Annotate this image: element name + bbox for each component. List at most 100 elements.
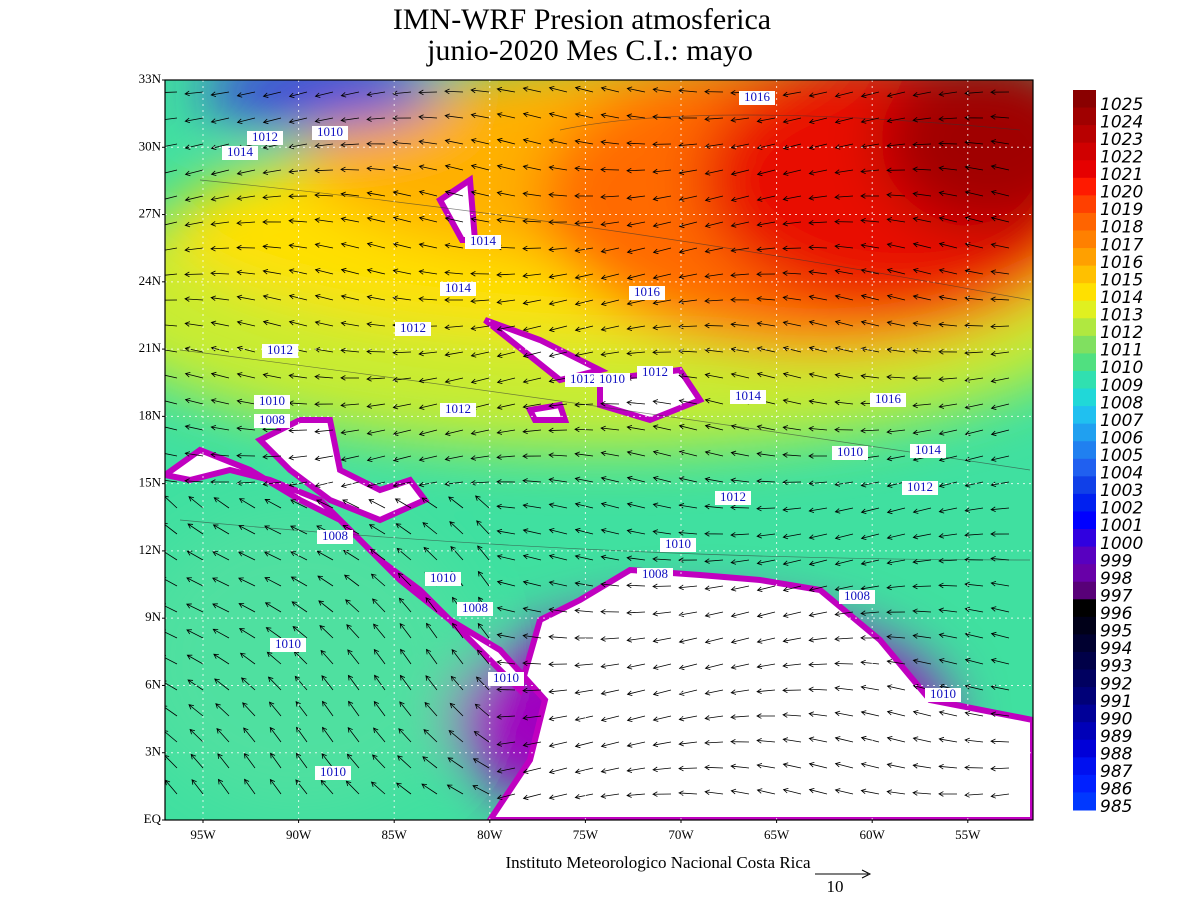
wind-arrow	[244, 778, 256, 795]
wind-arrow	[165, 169, 178, 174]
wind-arrow	[345, 599, 360, 613]
wind-arrow	[418, 481, 438, 488]
wind-arrow	[210, 346, 230, 353]
wind-arrow	[678, 169, 698, 176]
wind-arrow	[834, 319, 854, 327]
wind-arrow	[886, 455, 906, 462]
wind-arrow	[288, 168, 308, 175]
wind-arrow	[652, 502, 672, 509]
wind-arrow	[548, 502, 568, 509]
colorbar-cell	[1073, 599, 1096, 618]
wind-arrow	[860, 427, 880, 434]
wind-arrow	[191, 779, 204, 795]
subtitle: junio-2020 Mes C.I.: mayo	[426, 34, 753, 67]
colorbar-label: 1003	[1100, 481, 1143, 501]
wind-arrow	[782, 506, 802, 513]
wind-arrow	[165, 655, 178, 665]
wind-arrow	[340, 402, 360, 408]
wind-arrow	[295, 701, 308, 717]
colorbar-label: 990	[1100, 709, 1132, 729]
wind-arrow	[418, 189, 438, 197]
wind-arrow	[496, 454, 516, 460]
wind-arrow	[938, 582, 958, 589]
wind-arrow	[319, 625, 334, 639]
wind-arrow	[704, 143, 724, 149]
wind-arrow	[396, 782, 412, 795]
lat-tick-label: 3N	[145, 744, 162, 759]
wind-arrow	[165, 495, 178, 509]
wind-arrow	[704, 88, 724, 95]
wind-arrow	[678, 221, 698, 229]
wind-arrow	[574, 401, 594, 408]
wind-arrow	[425, 675, 438, 691]
wind-arrow	[236, 452, 256, 459]
wind-arrow	[470, 270, 490, 277]
wind-arrow	[782, 117, 802, 124]
contour-label: 1014	[470, 233, 497, 248]
wind-arrow	[294, 675, 308, 691]
wind-arrow	[730, 689, 750, 695]
wind-arrow	[990, 296, 1010, 303]
contour-label-box	[565, 373, 601, 387]
wind-arrow	[808, 787, 828, 795]
wind-arrow	[210, 320, 230, 327]
wind-arrow	[574, 426, 594, 433]
wind-arrow	[782, 270, 802, 276]
wind-arrow	[990, 580, 1010, 587]
wind-arrow	[626, 450, 646, 457]
contour-label: 1010	[599, 371, 625, 386]
wind-arrow	[912, 583, 932, 590]
wind-arrow	[210, 424, 230, 431]
wind-arrow	[373, 648, 386, 665]
colorbar-label: 1011	[1100, 341, 1143, 361]
wind-arrow	[262, 194, 282, 200]
wind-arrow	[399, 674, 412, 691]
wind-arrow	[756, 246, 776, 253]
wind-arrow	[210, 169, 230, 176]
wind-arrow	[730, 532, 750, 538]
wind-arrow	[600, 299, 620, 307]
wind-arrow	[886, 709, 906, 717]
wind-arrow	[808, 453, 828, 459]
wind-arrow	[704, 739, 724, 746]
wind-arrow	[450, 675, 464, 691]
wind-arrow	[808, 372, 828, 379]
wind-arrow	[398, 597, 412, 613]
wind-arrow	[342, 525, 360, 535]
wind-arrow	[496, 632, 516, 639]
contour-label: 1010	[317, 124, 343, 139]
wind-arrow	[165, 247, 178, 251]
colorbar-cell	[1073, 792, 1096, 811]
wind-arrow	[860, 788, 880, 795]
wind-arrow	[834, 346, 854, 353]
wind-arrow	[782, 687, 802, 694]
wind-arrow	[782, 371, 802, 379]
wind-arrow	[886, 347, 906, 353]
colorbar-label: 999	[1100, 551, 1132, 571]
wind-arrow	[730, 117, 750, 123]
wind-arrow	[704, 247, 724, 254]
wind-arrow	[808, 320, 828, 327]
wind-arrow	[886, 684, 906, 691]
wind-arrow	[782, 637, 802, 644]
contour-label: 1010	[275, 636, 301, 651]
wind-arrow	[212, 551, 230, 561]
wind-arrow	[262, 319, 282, 327]
wind-arrow	[548, 688, 568, 695]
wind-arrow	[600, 663, 620, 669]
wind-arrow	[886, 374, 906, 380]
wind-arrow	[548, 607, 568, 613]
wind-arrow	[548, 452, 568, 458]
wind-arrow	[318, 600, 334, 613]
wind-arrow	[756, 321, 776, 327]
wind-arrow	[548, 299, 568, 306]
colorbar-cell	[1073, 423, 1096, 442]
wind-arrow	[678, 247, 698, 254]
colorbar-cell	[1073, 616, 1096, 635]
wind-arrow	[600, 86, 620, 93]
wind-arrow	[214, 678, 230, 691]
contour-label-box	[910, 444, 946, 458]
wind-arrow	[626, 350, 646, 356]
wind-arrow	[288, 218, 308, 224]
wind-arrow	[548, 715, 568, 722]
